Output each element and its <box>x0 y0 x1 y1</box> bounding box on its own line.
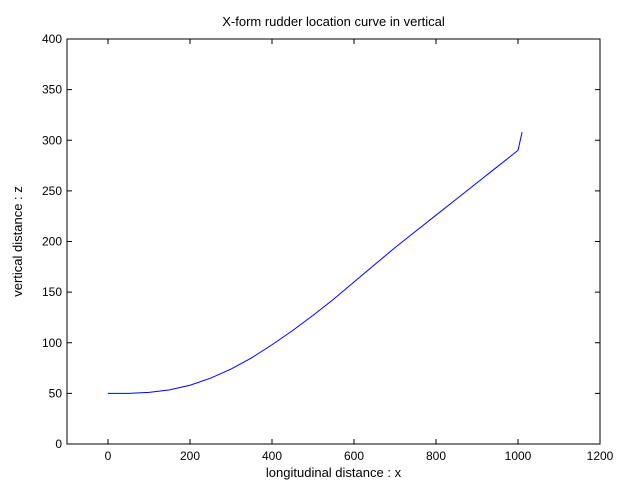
plot-area: 0 200 400 600 800 1000 1200 0 50 100 150 200 250 300 3… <box>42 32 614 463</box>
y-tick-label-100: 100 <box>42 336 62 350</box>
chart-title: X-form rudder location curve in vertical <box>222 14 445 29</box>
y-tick-label-200: 200 <box>42 235 62 249</box>
x-axis-title: longitudinal distance : x <box>266 465 402 480</box>
x-tick-label-800: 800 <box>426 449 446 463</box>
y-tick-label-350: 350 <box>42 83 62 97</box>
y-tick-label-400: 400 <box>42 32 62 46</box>
x-tick-label-1000: 1000 <box>505 449 532 463</box>
y-tick-label-150: 150 <box>42 285 62 299</box>
x-tick-label-400: 400 <box>262 449 282 463</box>
y-axis-title: vertical distance : z <box>10 186 25 297</box>
y-tick-label-300: 300 <box>42 133 62 147</box>
x-tick-label-600: 600 <box>344 449 364 463</box>
x-tick-label-200: 200 <box>180 449 200 463</box>
x-tick-label-0: 0 <box>105 449 112 463</box>
y-tick-label-0: 0 <box>55 437 62 451</box>
plot-frame <box>66 38 601 445</box>
series-line-0 <box>108 132 523 394</box>
x-tick-label-1200: 1200 <box>587 449 614 463</box>
y-tick-label-250: 250 <box>42 184 62 198</box>
y-tick-label-50: 50 <box>49 386 63 400</box>
